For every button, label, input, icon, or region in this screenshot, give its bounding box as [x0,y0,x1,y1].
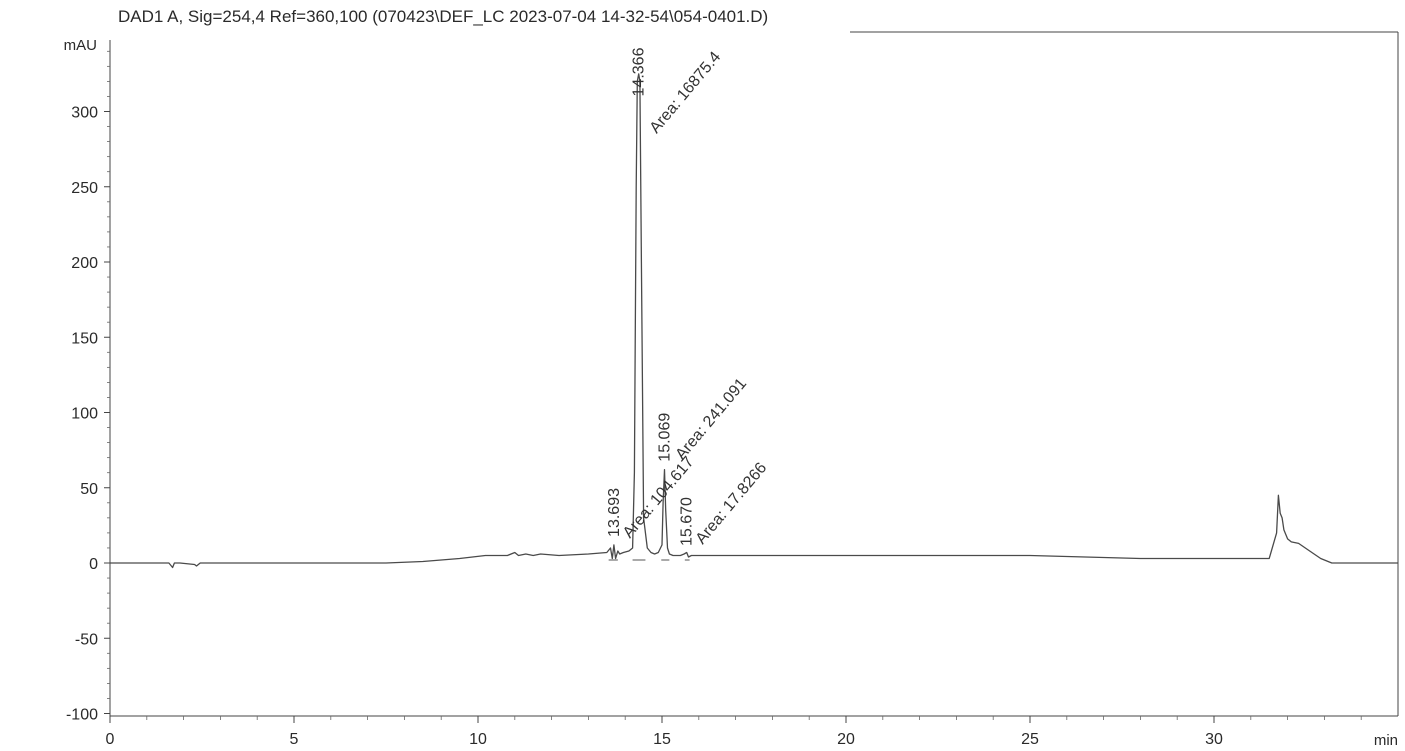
x-tick-label: 15 [653,731,671,748]
y-tick-label: -50 [75,631,98,648]
peak-rt-label: 15.670 [679,497,696,546]
peak-rt-label: 15.069 [657,413,674,462]
y-axis-ticks: 300 250 200 150 100 50 0 -50 -100 [66,105,110,724]
x-axis-unit-label: min [1374,732,1398,749]
x-tick-label: 0 [106,731,115,748]
peak-area-label: Area: 17.8266 [693,460,771,548]
x-axis-ticks: 0 5 10 15 20 25 30 [106,716,1223,748]
signal-trace [110,73,1398,569]
peak-area-label: Area: 16875.4 [647,49,725,137]
minor-ticks [107,50,1362,720]
y-tick-label: 250 [71,180,98,197]
chart-title: DAD1 A, Sig=254,4 Ref=360,100 (070423\DE… [118,7,768,26]
x-tick-label: 10 [469,731,487,748]
x-tick-label: 25 [1021,731,1039,748]
y-tick-label: -100 [66,707,98,724]
x-tick-label: 30 [1205,731,1223,748]
x-tick-label: 5 [290,731,299,748]
y-tick-label: 50 [80,481,98,498]
x-tick-label: 20 [837,731,855,748]
peak-rt-label: 14.366 [631,47,648,96]
y-tick-label: 300 [71,105,98,122]
y-tick-label: 150 [71,330,98,347]
y-tick-label: 0 [89,556,98,573]
y-tick-label: 100 [71,406,98,423]
peak-annotations: 14.366 Area: 16875.4 15.069 Area: 241.091 13… [606,47,770,547]
y-tick-label: 200 [71,255,98,272]
y-axis-unit-label: mAU [64,37,97,54]
peak-area-label: Area: 241.091 [673,375,751,463]
peak-rt-label: 13.693 [606,488,623,537]
